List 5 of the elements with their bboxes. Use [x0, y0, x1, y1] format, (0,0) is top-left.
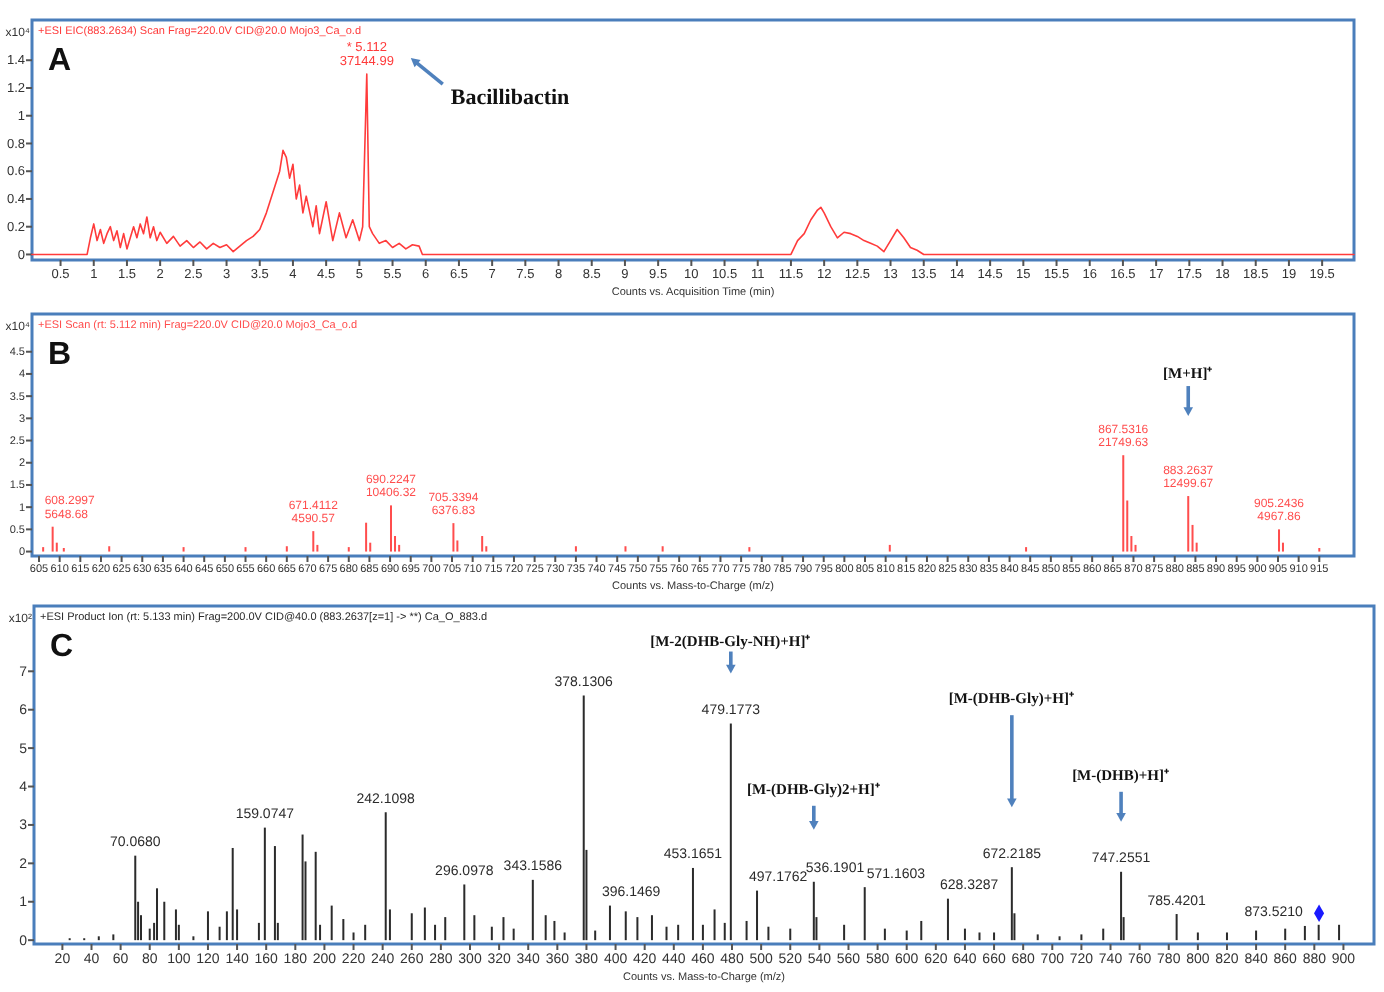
annotation: Bacillibactin	[450, 86, 570, 111]
text: C	[50, 630, 74, 664]
line-series	[31, 73, 1355, 256]
text: A	[48, 44, 72, 78]
text: B	[48, 338, 72, 372]
